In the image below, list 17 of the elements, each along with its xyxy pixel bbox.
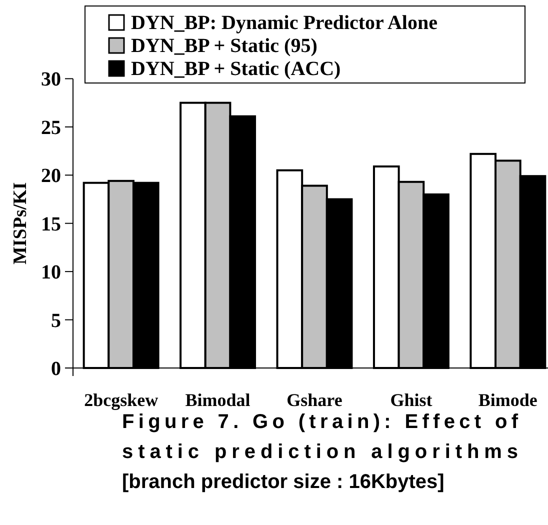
y-tick-label: 10	[41, 262, 61, 284]
y-tick-label: 15	[41, 213, 61, 236]
y-tick-label: 20	[41, 165, 61, 188]
legend-label: DYN_BP + Static (ACC)	[131, 58, 341, 80]
x-tick-label: Gshare	[286, 390, 342, 410]
legend-label: DYN_BP + Static (95)	[131, 35, 318, 57]
y-tick-label: 25	[41, 116, 61, 139]
legend-label: DYN_BP: Dynamic Predictor Alone	[131, 12, 438, 34]
x-tick-label: 2bcgskew	[84, 390, 158, 410]
y-tick-label: 0	[51, 358, 61, 380]
y-tick-label: 5	[51, 310, 61, 332]
text: Figure 7. Go (train): Effect of static prediction algorithms [branch predictor size : 16Kbytes]	[122, 411, 518, 493]
x-tick-label: Ghist	[390, 390, 432, 410]
y-axis-title: MISPs/KI	[10, 182, 31, 265]
x-tick-label: Bimode	[478, 390, 538, 410]
x-tick-label: Bimodal	[185, 390, 250, 410]
y-tick-label: 30	[41, 68, 61, 91]
